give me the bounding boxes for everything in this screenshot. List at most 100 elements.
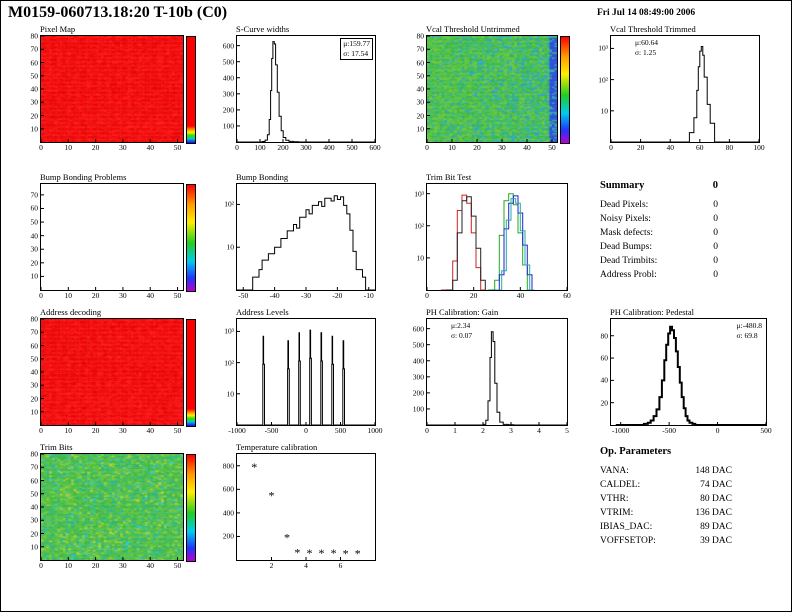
y-tick-label: 20 xyxy=(30,111,39,120)
x-tick-label: 0 xyxy=(425,143,429,152)
op-parameters-panel: Op. Parameters VANA: 148 DAC CALDEL: 74 … xyxy=(600,446,732,548)
plot-title: Address decoding xyxy=(40,307,102,317)
x-tick-label: 600 xyxy=(369,143,381,152)
trim-bits-axes: 0 10 20 30 40 50 10 20 30 40 50 60 70 80 xyxy=(31,450,196,570)
stats-box: μ:2.34 σ: 0.07 xyxy=(449,321,475,341)
x-tick-label: 0 xyxy=(609,143,613,152)
summary-row-label: Address Probl: xyxy=(600,270,657,280)
x-tick-label: -500 xyxy=(264,426,279,435)
summary-row-value: 0 xyxy=(713,214,718,224)
op-parameter-label: VOFFSETOP: xyxy=(600,536,656,546)
x-tick-label: 30 xyxy=(119,291,127,300)
stats-mean: μ:-480.8 xyxy=(736,321,762,330)
op-parameter-value: 74 DAC xyxy=(700,480,732,490)
ph-gain-axes: 0 1 2 3 4 5 100 200 300 400 500 600 μ:2.34 σ: 0.07 xyxy=(413,318,569,435)
y-tick-label: 600 xyxy=(222,41,234,51)
x-tick-label: 10 xyxy=(64,143,73,152)
x-tick-label: 6 xyxy=(338,561,343,570)
bump-bonding-axes: -50 -40 -30 -20 -10 10 10² xyxy=(224,183,376,300)
y-tick-label: 10 xyxy=(226,389,235,399)
address-decoding-axes: 0 10 20 30 40 50 10 20 30 40 50 60 70 80 xyxy=(31,315,196,435)
summary-row-label: Noisy Pixels: xyxy=(600,214,651,224)
y-tick-label: 400 xyxy=(222,508,234,518)
y-tick-label: 60 xyxy=(30,203,39,213)
stats-sigma: σ: 0.07 xyxy=(451,330,473,340)
summary-row-value: 0 xyxy=(713,270,718,280)
x-tick-label: -10 xyxy=(363,291,374,300)
svg-text:*: * xyxy=(306,546,312,560)
bump-problems-plot: Bump Bonding Problems 0 10 20 30 40 50 10 20 30 4… xyxy=(16,172,196,300)
x-tick-label: 30 xyxy=(119,143,127,152)
x-tick-label: 10 xyxy=(448,143,456,152)
x-tick-label: 20 xyxy=(636,143,645,152)
colorbar xyxy=(186,184,196,292)
y-tick-label: 50 xyxy=(30,217,39,227)
stats-box: μ:159.77 σ: 17.54 xyxy=(340,38,373,60)
y-tick-label: 40 xyxy=(600,375,609,385)
op-parameter-value: 39 DAC xyxy=(700,536,732,546)
op-parameter-row: IBIAS_DAC: 89 DAC xyxy=(600,520,732,534)
y-tick-label: 70 xyxy=(30,44,39,54)
summary-row: Noisy Pixels: 0 xyxy=(600,212,718,226)
summary-row-value: 0 xyxy=(713,242,718,252)
summary-row-label: Dead Trimbits: xyxy=(600,256,658,266)
x-tick-label: 60 xyxy=(696,143,704,152)
y-tick-label: 60 xyxy=(30,476,39,485)
vcal_trimmed-svg xyxy=(611,46,759,142)
summary-row-value: 0 xyxy=(713,200,718,210)
y-tick-label: 20 xyxy=(600,398,609,408)
op-parameter-label: VTHR: xyxy=(600,494,629,504)
ph_pedestal-svg xyxy=(611,325,766,425)
op-parameters-heading: Op. Parameters xyxy=(600,446,672,457)
y-tick-label: 70 xyxy=(416,44,425,54)
x-tick-label: 100 xyxy=(254,143,266,152)
y-tick-label: 80 xyxy=(30,449,39,459)
x-tick-label: 20 xyxy=(469,291,478,300)
op-parameter-row: VTRIM: 136 DAC xyxy=(600,506,732,520)
address_decoding-svg xyxy=(41,319,179,425)
x-tick-label: 0 xyxy=(304,426,308,435)
y-tick-label: 60 xyxy=(30,58,39,67)
x-tick-label: 0 xyxy=(715,426,720,435)
x-tick-label: -40 xyxy=(269,291,280,300)
stats-sigma: σ: 17.54 xyxy=(343,48,369,58)
vcal_untrimmed-heatmap xyxy=(427,36,557,142)
summary-row: Address Probl: 0 xyxy=(600,268,718,282)
summary-panel: Summary 0 Dead Pixels: 0 Noisy Pixels: 0… xyxy=(600,180,718,282)
svg-text:*: * xyxy=(343,546,349,560)
ph_gain-svg xyxy=(427,328,567,425)
x-tick-label: 0 xyxy=(425,291,429,300)
x-tick-label: 40 xyxy=(146,561,154,570)
y-tick-label: 10 xyxy=(226,242,235,252)
x-tick-label: 300 xyxy=(300,143,312,152)
x-tick-label: 1000 xyxy=(367,426,383,435)
y-tick-label: 10 xyxy=(416,253,425,263)
plot-title: Bump Bonding Problems xyxy=(40,172,127,182)
pixel_map-svg xyxy=(41,36,179,142)
x-tick-label: -50 xyxy=(238,291,249,300)
x-tick-label: 40 xyxy=(146,426,154,435)
y-tick-label: 600 xyxy=(412,324,424,334)
op-parameter-label: CALDEL: xyxy=(600,480,641,490)
summary-row-value: 0 xyxy=(713,228,718,238)
x-tick-label: 0 xyxy=(39,291,43,300)
summary-row: Dead Bumps: 0 xyxy=(600,240,718,254)
summary-header: Summary 0 xyxy=(600,180,718,191)
y-tick-label: 400 xyxy=(222,73,234,83)
y-tick-label: 10² xyxy=(224,358,234,368)
x-tick-label: 1 xyxy=(453,426,457,435)
y-tick-label: 80 xyxy=(30,314,39,324)
y-tick-label: 200 xyxy=(412,388,424,398)
y-tick-label: 80 xyxy=(30,31,39,41)
y-tick-label: 20 xyxy=(416,111,425,120)
x-tick-label: 0 xyxy=(39,143,43,152)
x-tick-label: 50 xyxy=(548,143,556,152)
op-parameter-row: CALDEL: 74 DAC xyxy=(600,478,732,492)
x-tick-label: 500 xyxy=(334,426,347,435)
plot-title: Temperature calibration xyxy=(236,442,318,452)
vcal-trimmed-plot: Vcal Threshold Trimmed 0 20 40 60 80 100 10 10²… xyxy=(586,24,764,152)
op-parameter-label: VANA: xyxy=(600,466,629,476)
x-tick-label: 50 xyxy=(173,143,182,152)
y-tick-label: 600 xyxy=(222,484,234,494)
plot-title: Bump Bonding xyxy=(236,172,289,182)
